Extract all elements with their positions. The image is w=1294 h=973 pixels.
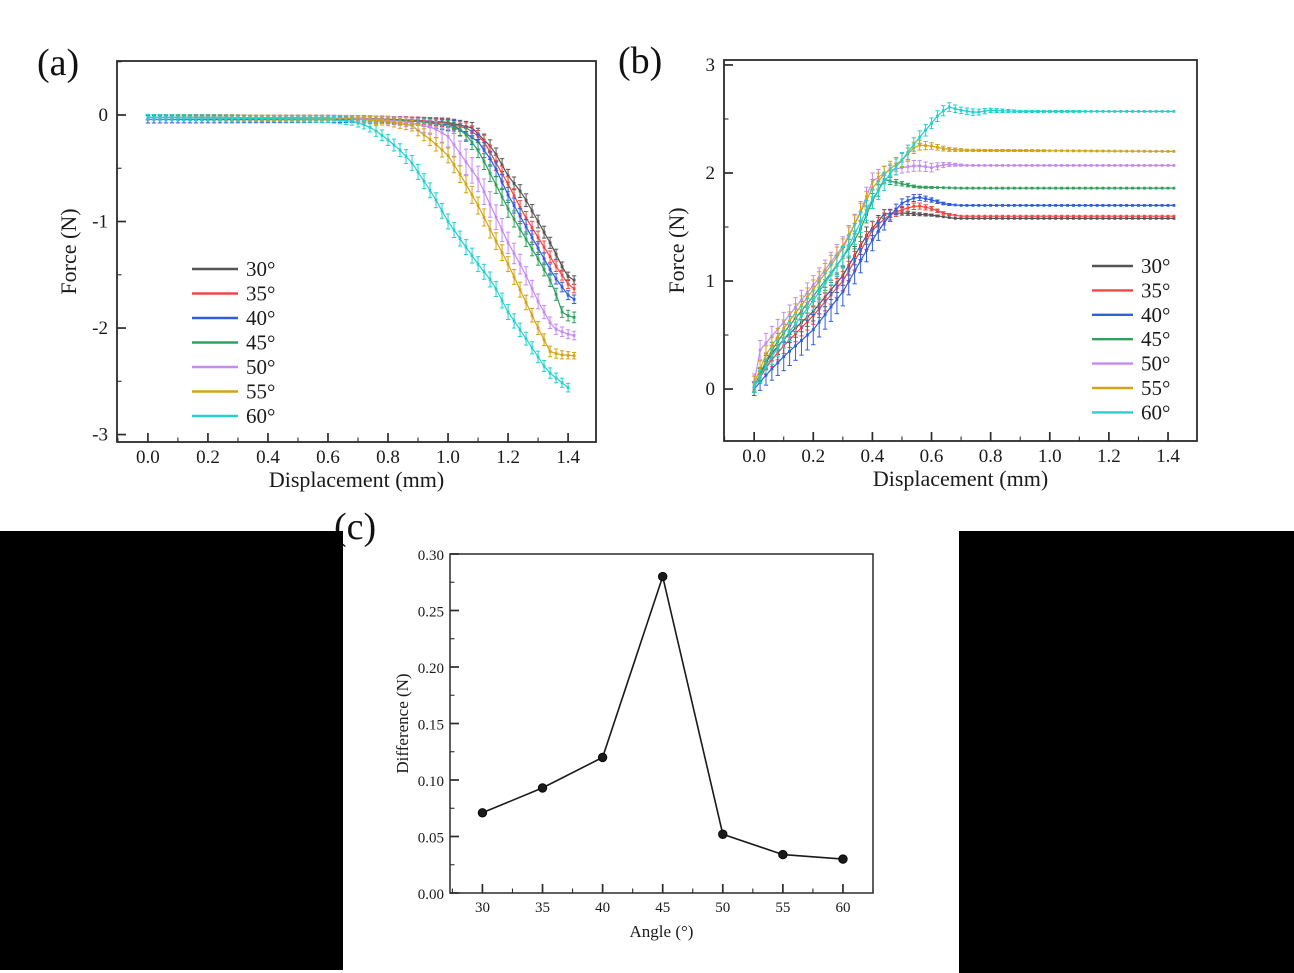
x-tick-label: 0.2 (196, 447, 220, 468)
y-axis-title-c: Difference (N) (393, 673, 412, 773)
series-60° (145, 113, 571, 393)
plot-frame-b (723, 59, 1198, 442)
series-60° (751, 102, 1176, 393)
chart-a: 0.0 0.2 0.4 0.6 0.8 1.0 1.2 1.4 0 -1 -2 -3 Displacem… (56, 60, 597, 492)
legend-label: 50° (1141, 352, 1170, 376)
series-55° (145, 113, 577, 360)
x-tick-label: 1.4 (556, 447, 580, 468)
x-tick-label: 0.0 (136, 447, 160, 468)
y-tick-label: 0.10 (418, 774, 444, 790)
y-tick-label: 0.30 (418, 548, 444, 564)
x-tick-label: 0.8 (979, 446, 1003, 467)
redaction-box-right (959, 531, 1294, 973)
legend-a: 30°35°40°45°50°55°60° (192, 257, 275, 428)
y-tick-label: 0.20 (418, 661, 444, 677)
x-axis-title-b: Displacement (mm) (873, 466, 1048, 491)
legend-label: 30° (246, 257, 275, 281)
plot-frame-a (116, 60, 597, 443)
x-tick-label: 60 (835, 900, 850, 916)
series-50° (751, 159, 1176, 392)
x-tick-label: 0.6 (316, 447, 340, 468)
x-tick-label: 1.2 (1097, 446, 1121, 467)
x-tick-label: 0.8 (376, 447, 400, 468)
x-axis-title-c: Angle (°) (630, 922, 694, 941)
legend-label: 45° (246, 331, 275, 355)
x-tick-label: 0.4 (861, 446, 885, 467)
redaction-box-left (0, 531, 343, 970)
x-tick-label: 0.0 (742, 446, 766, 467)
y-tick-label: -1 (92, 212, 108, 233)
y-tick-label: 0.25 (418, 605, 444, 621)
x-tick-label: 50 (715, 900, 730, 916)
y-tick-label: 1 (706, 271, 716, 292)
legend-label: 45° (1141, 327, 1170, 351)
x-tick-label: 30 (475, 900, 490, 916)
x-tick-label: 55 (775, 900, 790, 916)
x-tick-label: 0.2 (801, 446, 825, 467)
series-Difference (477, 571, 848, 864)
chart-c: 30 35 40 45 50 55 60 0.00 0.05 0.10 0.15 0.20 0.25 0.… (393, 548, 874, 941)
x-tick-label: 35 (535, 900, 550, 916)
series-45° (751, 174, 1176, 393)
series-35° (145, 113, 577, 294)
series-30° (145, 113, 577, 285)
legend-label: 35° (1141, 278, 1170, 302)
series-55° (751, 139, 1176, 392)
legend-label: 55° (1141, 376, 1170, 400)
panel-label-a: (a) (37, 42, 80, 84)
series-30° (751, 209, 1176, 393)
y-axis-title-a: Force (N) (56, 208, 81, 294)
x-tick-label: 1.4 (1156, 446, 1180, 467)
y-tick-label: 0.15 (418, 718, 444, 734)
legend-label: 35° (246, 282, 275, 306)
legend-label: 50° (246, 355, 275, 379)
x-tick-label: 1.2 (496, 447, 520, 468)
legend-label: 60° (246, 404, 275, 428)
series-40° (145, 115, 577, 305)
chart-b: 0.0 0.2 0.4 0.6 0.8 1.0 1.2 1.4 0 1 2 3 Displacement… (664, 55, 1198, 491)
y-tick-label: 0.05 (418, 831, 444, 847)
y-tick-label: -2 (92, 318, 108, 339)
legend-label: 60° (1141, 400, 1170, 424)
legend-label: 30° (1141, 254, 1170, 278)
x-tick-label: 0.4 (256, 447, 280, 468)
y-tick-label: -3 (92, 425, 108, 446)
x-tick-label: 45 (655, 900, 670, 916)
legend-label: 40° (1141, 303, 1170, 327)
y-tick-label: 0 (99, 105, 109, 126)
series-50° (145, 113, 577, 341)
y-tick-label: 0.00 (418, 887, 444, 903)
x-tick-label: 1.0 (436, 447, 460, 468)
y-tick-label: 0 (706, 379, 716, 400)
x-tick-label: 40 (595, 900, 610, 916)
panel-label-b: (b) (618, 40, 663, 82)
plot-frame-c (449, 553, 874, 894)
series-45° (145, 113, 577, 324)
y-tick-label: 2 (706, 163, 716, 184)
legend-label: 55° (246, 380, 275, 404)
x-tick-label: 0.6 (920, 446, 944, 467)
x-axis-title-a: Displacement (mm) (269, 467, 444, 492)
legend-b: 30°35°40°45°50°55°60° (1092, 254, 1170, 424)
y-tick-label: 3 (706, 55, 716, 76)
x-tick-label: 1.0 (1038, 446, 1062, 467)
y-axis-title-b: Force (N) (664, 207, 689, 293)
legend-label: 40° (246, 306, 275, 330)
